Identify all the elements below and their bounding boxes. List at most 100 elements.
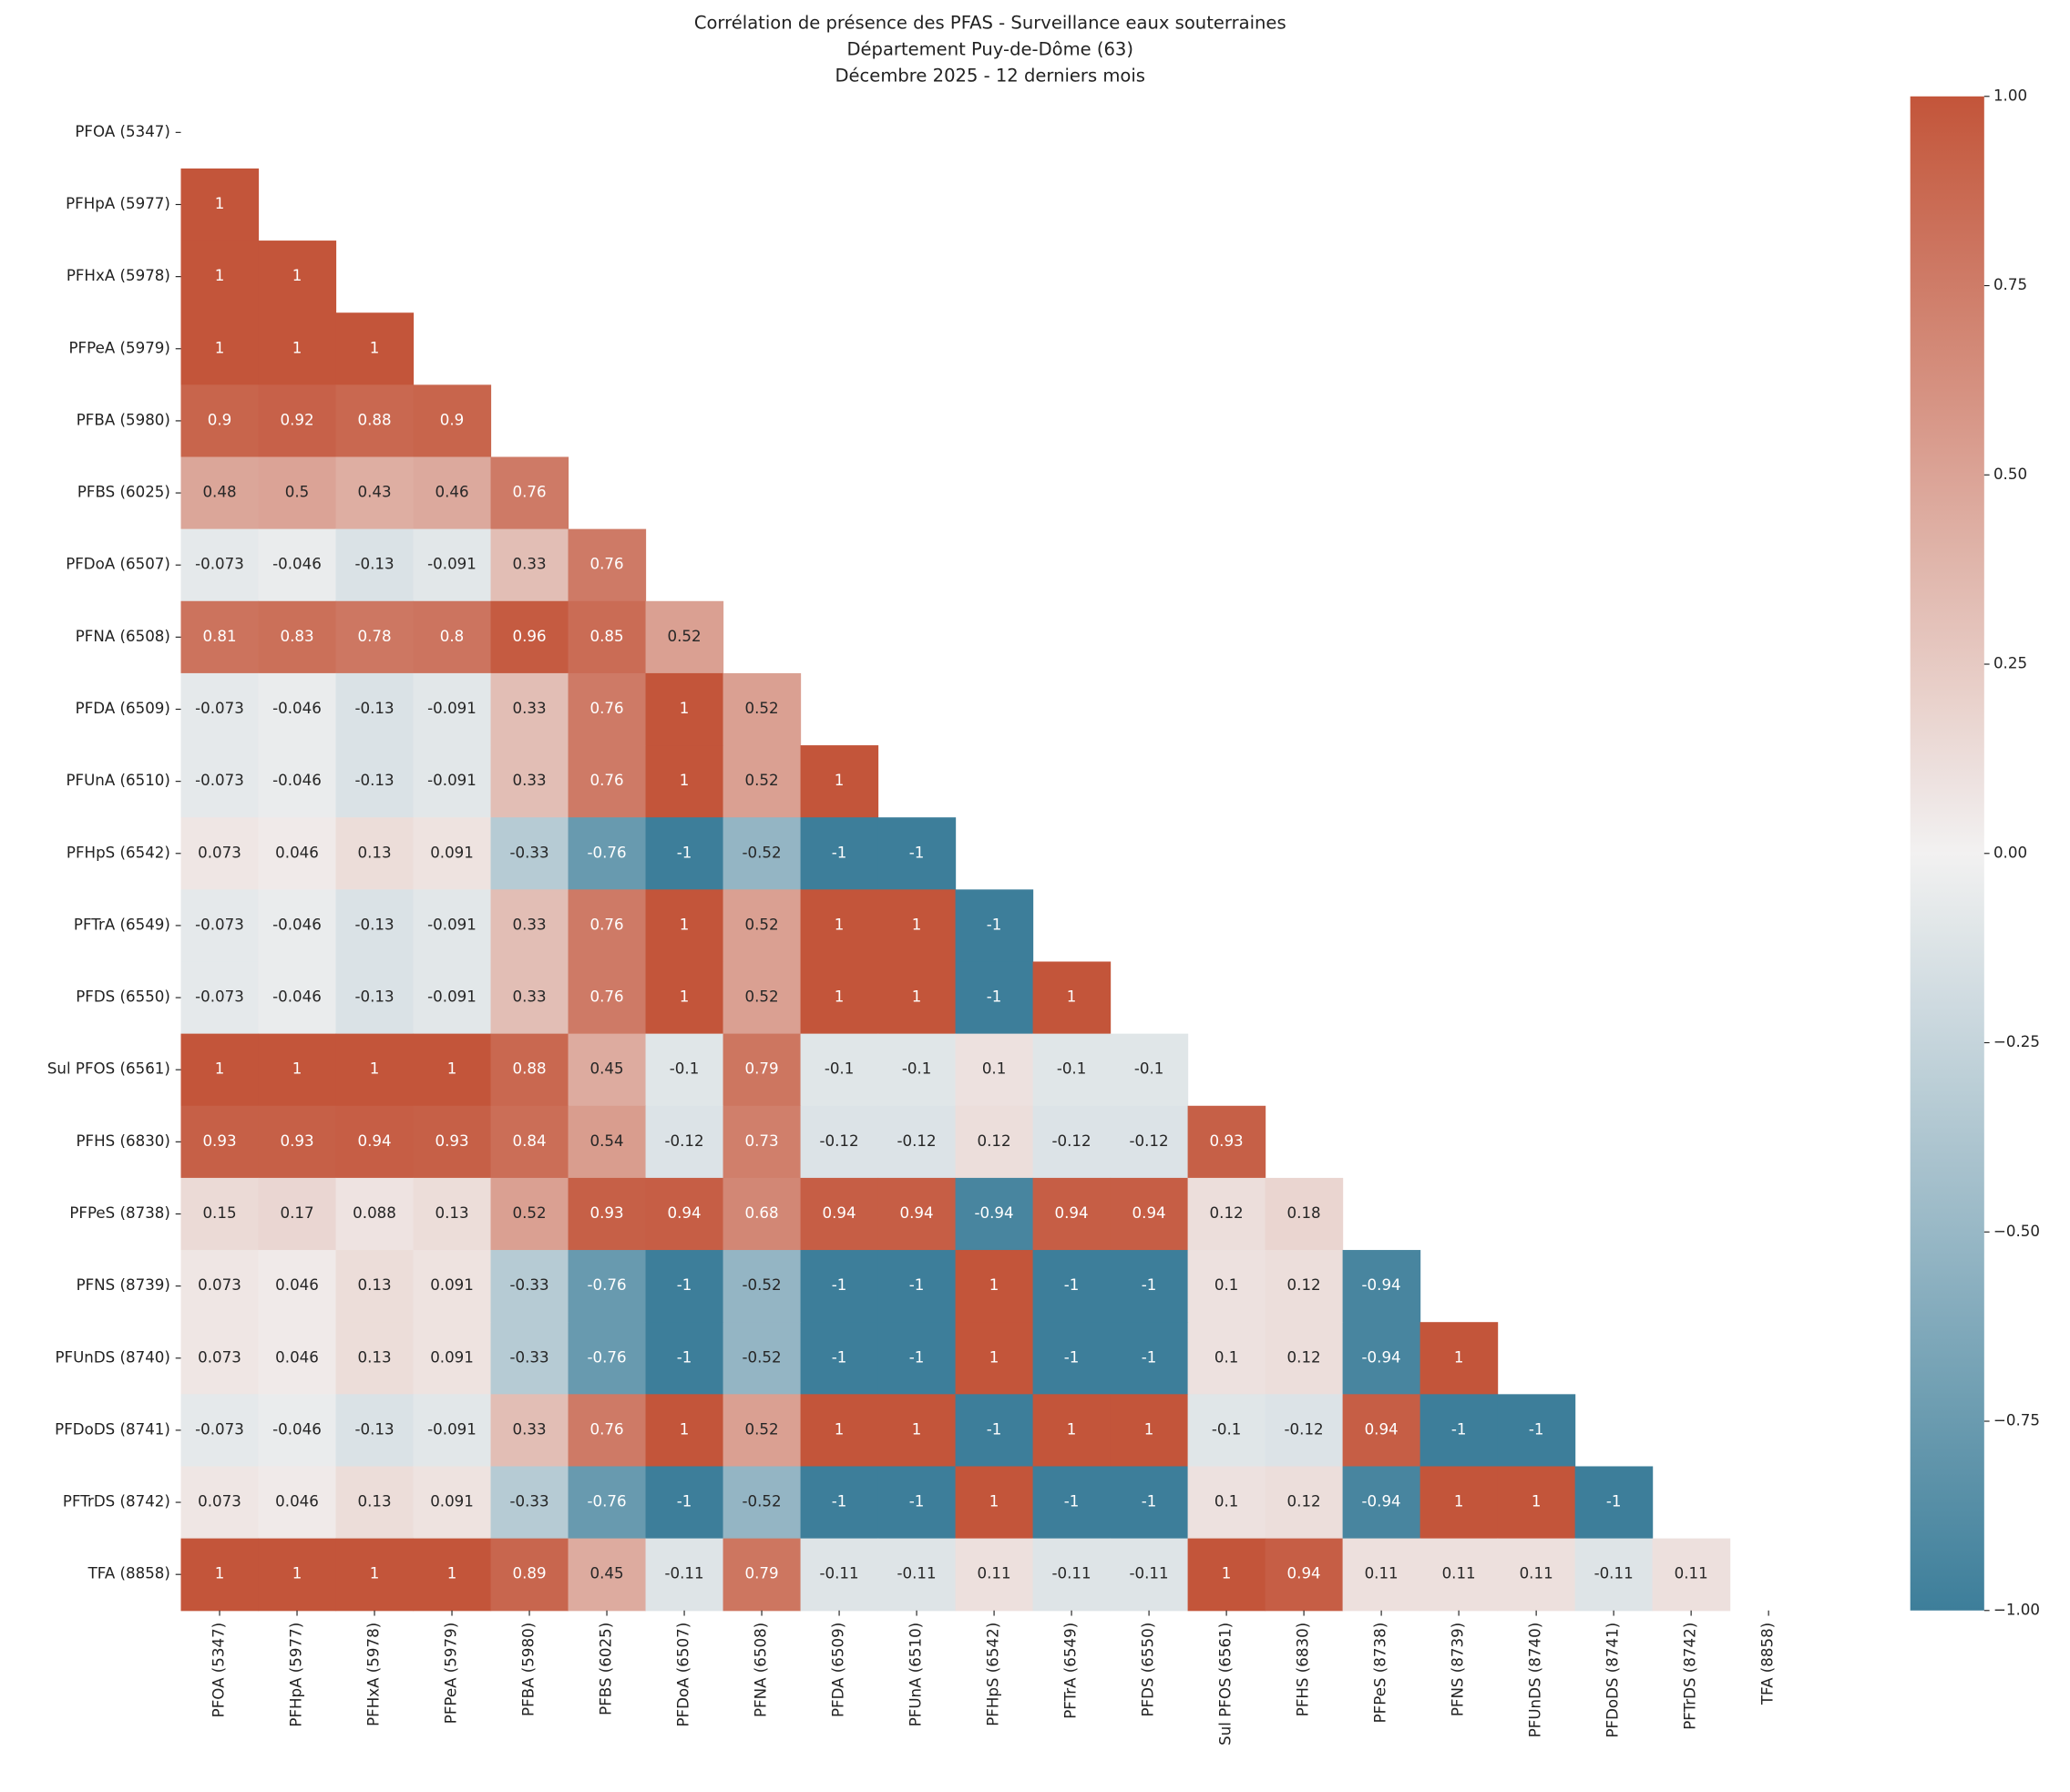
heatmap-cell (800, 1322, 879, 1395)
cell-label: 0.15 (202, 1204, 236, 1222)
y-tick-label: PFHS (6830) (77, 1132, 170, 1150)
cell-label: 1 (1144, 1420, 1154, 1438)
cell-label: 1 (1067, 988, 1077, 1006)
cell-label: -0.046 (272, 988, 322, 1006)
x-tick-label: PFBA (5980) (520, 1623, 538, 1716)
cell-label: 0.93 (1210, 1132, 1244, 1150)
heatmap-cell (258, 1466, 337, 1540)
heatmap-cell (645, 817, 724, 890)
heatmap-cell (722, 1177, 802, 1251)
heatmap-cell (258, 745, 337, 818)
heatmap-cell (955, 889, 1034, 963)
heatmap-cell (1574, 1466, 1654, 1540)
heatmap-cell (490, 817, 569, 890)
x-tick-label: TFA (8858) (1759, 1623, 1777, 1705)
cell-label: 0.73 (745, 1132, 779, 1150)
heatmap-cell (258, 889, 337, 963)
cell-label: 0.091 (430, 844, 474, 861)
cell-label: 0.13 (357, 844, 391, 861)
cell-label: 1 (912, 988, 922, 1006)
cell-label: -0.94 (1362, 1276, 1401, 1294)
heatmap-cell (180, 1250, 260, 1323)
heatmap-cell (877, 1105, 957, 1179)
cell-label: -0.52 (743, 1348, 782, 1366)
heatmap-cell (258, 1538, 337, 1612)
heatmap-cell (568, 1538, 647, 1612)
cell-label: -0.073 (195, 988, 244, 1006)
heatmap-cell (335, 1250, 415, 1323)
cell-label: 0.94 (1132, 1204, 1166, 1222)
heatmap-cell (645, 672, 724, 746)
heatmap-cell (722, 1105, 802, 1179)
cell-label: 1 (215, 1565, 225, 1582)
cell-label: 0.92 (280, 411, 313, 428)
cell-label: 0.18 (1287, 1204, 1321, 1222)
heatmap-cell (1110, 1394, 1189, 1468)
chart-subtitle: Département Puy-de-Dôme (63) (846, 39, 1133, 60)
cell-label: 0.83 (280, 628, 313, 645)
cell-label: 0.073 (198, 1493, 241, 1510)
cell-label: -1 (1064, 1493, 1080, 1510)
cell-label: 0.94 (900, 1204, 934, 1222)
cell-label: 0.11 (978, 1565, 1011, 1582)
cell-label: 0.52 (745, 772, 779, 789)
heatmap-cell (877, 1322, 957, 1395)
cell-label: -1 (832, 1276, 847, 1294)
heatmap-cell (413, 1105, 492, 1179)
heatmap-cell (1419, 1538, 1499, 1612)
colorbar-tick-label: 0.25 (1993, 655, 2027, 672)
heatmap-cell (413, 1538, 492, 1612)
cell-label: 0.85 (590, 628, 624, 645)
heatmap-cell (877, 1033, 957, 1107)
heatmap-cell (1187, 1177, 1266, 1251)
heatmap-cell (1574, 1538, 1654, 1612)
x-tick-label: Sul PFOS (6561) (1217, 1623, 1235, 1746)
heatmap-cell (1265, 1466, 1344, 1540)
cell-label: 0.76 (590, 556, 624, 573)
cell-label: 1 (292, 1060, 302, 1078)
heatmap-cell (413, 1250, 492, 1323)
cell-label: -0.091 (427, 772, 477, 789)
cell-label: 1 (370, 339, 380, 356)
cell-label: 1 (989, 1493, 999, 1510)
cell-label: -0.76 (587, 1348, 626, 1366)
heatmap-cell (180, 384, 260, 458)
heatmap-cell (1032, 1033, 1112, 1107)
heatmap-cell (1032, 1105, 1112, 1179)
heatmap-cell (335, 672, 415, 746)
heatmap-cell (1342, 1250, 1421, 1323)
heatmap-cell (258, 961, 337, 1035)
y-tick-label: PFTrDS (8742) (63, 1493, 170, 1510)
cell-label: 0.68 (745, 1204, 779, 1222)
cell-label: -1 (1064, 1348, 1080, 1366)
heatmap-cell (335, 1177, 415, 1251)
cell-label: -1 (1606, 1493, 1622, 1510)
heatmap-cell (645, 1177, 724, 1251)
heatmap-cell (1419, 1466, 1499, 1540)
cell-label: 0.073 (198, 1348, 241, 1366)
cell-label: 1 (292, 267, 302, 284)
heatmap-cell (413, 456, 492, 530)
cell-label: -0.091 (427, 1420, 477, 1438)
cell-label: -0.091 (427, 556, 477, 573)
heatmap-cell (1419, 1322, 1499, 1395)
cell-label: -0.046 (272, 772, 322, 789)
cell-label: 0.76 (590, 988, 624, 1006)
heatmap-cell (800, 1033, 879, 1107)
heatmap-cell (722, 1322, 802, 1395)
heatmap-cell (722, 1033, 802, 1107)
heatmap-cell (800, 1250, 879, 1323)
cell-label: 0.93 (435, 1132, 468, 1150)
cell-label: 1 (912, 1420, 922, 1438)
cell-label: 0.54 (590, 1132, 624, 1150)
heatmap-cell (1187, 1322, 1266, 1395)
cell-label: 0.88 (512, 1060, 546, 1078)
heatmap-cell (645, 600, 724, 674)
heatmap-cell (258, 384, 337, 458)
cell-label: 0.33 (512, 772, 546, 789)
heatmap-cell (877, 961, 957, 1035)
cell-label: -0.046 (272, 556, 322, 573)
cell-label: -0.091 (427, 916, 477, 933)
x-tick-label: PFHpA (5977) (288, 1623, 305, 1727)
